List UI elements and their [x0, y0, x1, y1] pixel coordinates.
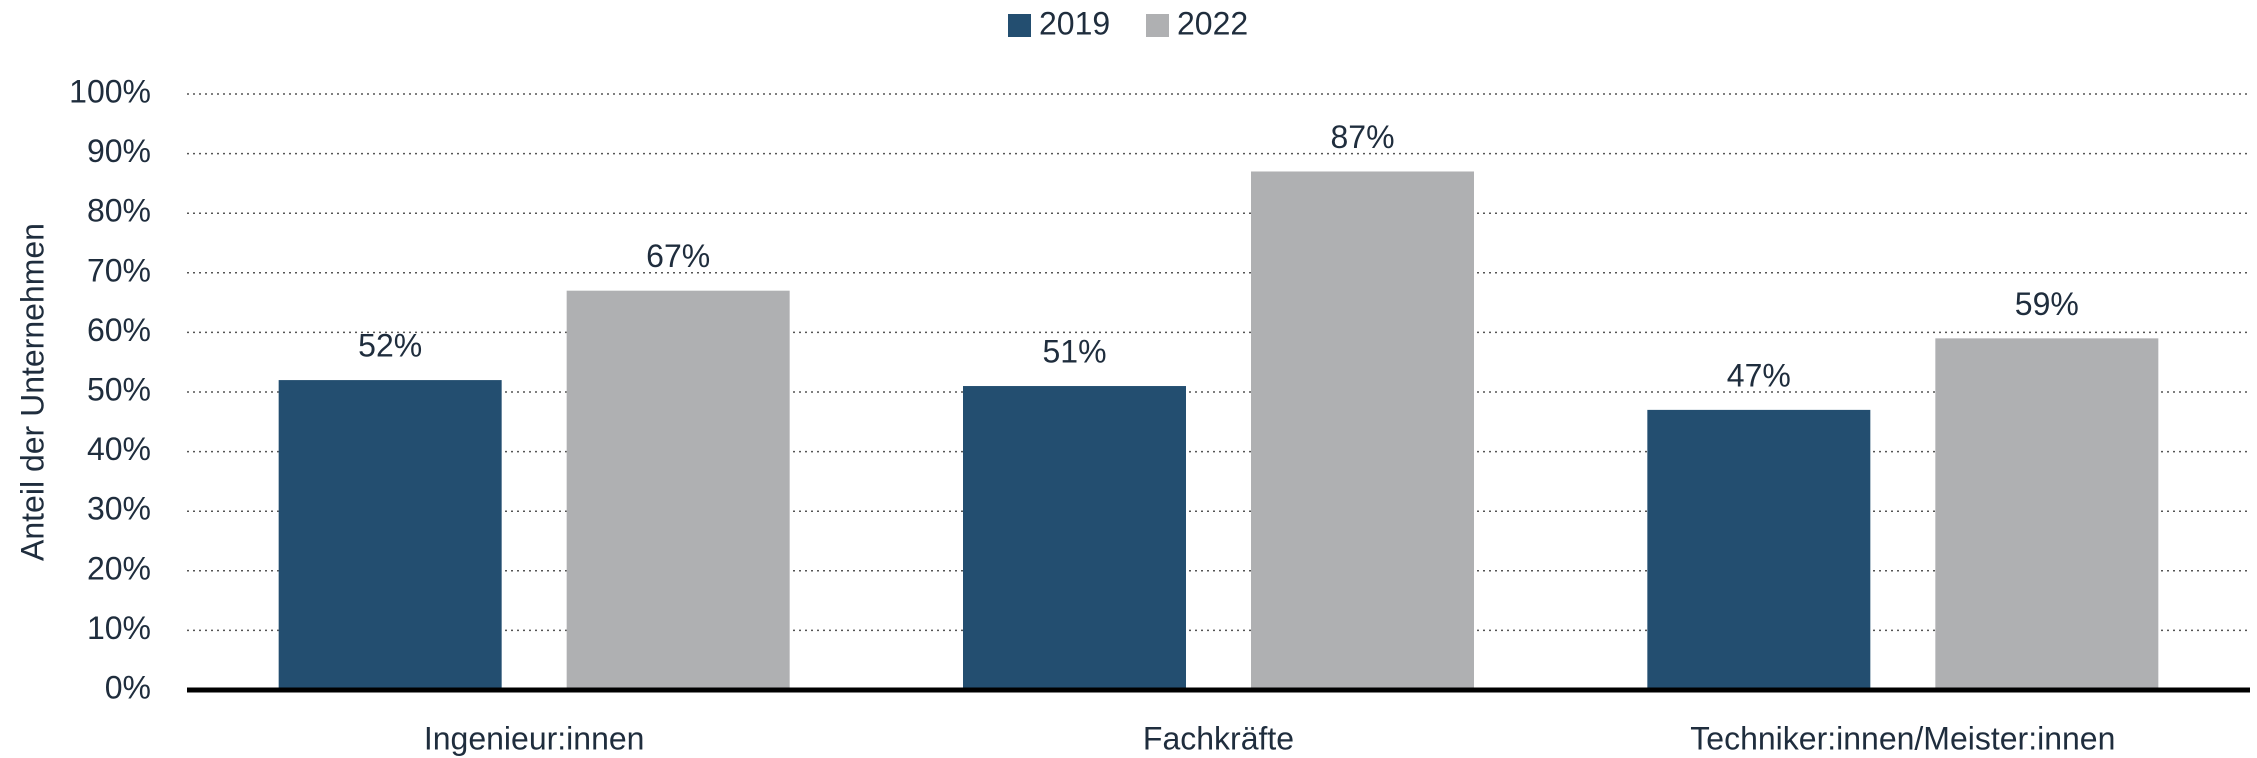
data-label: 67%	[646, 238, 710, 274]
y-tick-label: 40%	[87, 431, 151, 467]
data-label: 51%	[1042, 333, 1106, 369]
bar	[278, 380, 502, 690]
x-tick-label: Ingenieur:innen	[424, 720, 645, 756]
bar	[566, 290, 790, 690]
y-tick-label: 30%	[87, 491, 151, 527]
y-tick-label: 100%	[69, 73, 151, 109]
bar	[1251, 171, 1474, 691]
y-axis-label: Anteil der Unternehmen	[14, 223, 50, 561]
bar	[1647, 409, 1871, 690]
x-tick-label: Fachkräfte	[1143, 720, 1294, 756]
y-tick-label: 90%	[87, 133, 151, 169]
legend-swatch	[1146, 14, 1169, 37]
y-tick-label: 50%	[87, 371, 151, 407]
data-label: 52%	[358, 328, 422, 364]
y-tick-label: 10%	[87, 610, 151, 646]
y-tick-label: 20%	[87, 550, 151, 586]
x-tick-label: Techniker:innen/Meister:innen	[1690, 720, 2115, 756]
bar	[963, 386, 1186, 690]
legend-label: 2019	[1039, 5, 1110, 41]
data-label: 47%	[1727, 357, 1791, 393]
data-label: 87%	[1330, 119, 1394, 155]
y-tick-label: 70%	[87, 252, 151, 288]
legend-label: 2022	[1177, 5, 1248, 41]
y-tick-label: 80%	[87, 193, 151, 229]
bar	[1935, 338, 2159, 690]
data-label: 59%	[2015, 286, 2079, 322]
legend-swatch	[1008, 14, 1031, 37]
y-tick-label: 0%	[105, 669, 151, 705]
y-tick-label: 60%	[87, 312, 151, 348]
